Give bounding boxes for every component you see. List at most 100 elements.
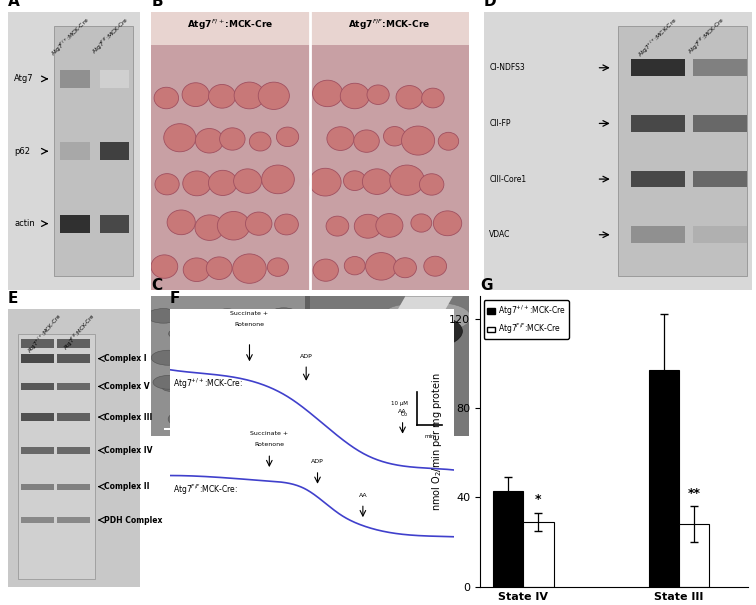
Circle shape — [366, 252, 397, 280]
Legend: Atg7$^{+/+}$:MCK-Cre, Atg7$^{F/F}$:MCK-Cre: Atg7$^{+/+}$:MCK-Cre, Atg7$^{F/F}$:MCK-C… — [484, 300, 569, 339]
Bar — [18, 333, 95, 578]
Text: B: B — [151, 0, 163, 9]
Circle shape — [147, 309, 180, 323]
Circle shape — [178, 374, 196, 382]
Circle shape — [264, 401, 302, 417]
Text: D: D — [484, 0, 497, 9]
Circle shape — [225, 404, 248, 414]
Circle shape — [324, 408, 364, 425]
Bar — [493, 491, 523, 587]
Text: Rotenone: Rotenone — [254, 442, 284, 447]
Text: ADP: ADP — [311, 459, 324, 465]
Text: actin: actin — [14, 219, 35, 228]
Bar — [631, 226, 685, 243]
Bar — [57, 517, 89, 523]
Circle shape — [401, 126, 435, 155]
Text: Complex V: Complex V — [104, 382, 150, 391]
Circle shape — [195, 215, 224, 240]
Text: Atg7: Atg7 — [14, 74, 34, 83]
Circle shape — [362, 169, 392, 194]
Circle shape — [380, 313, 463, 349]
Text: CI-NDFS3: CI-NDFS3 — [489, 64, 525, 72]
Circle shape — [322, 354, 360, 370]
Circle shape — [184, 351, 204, 359]
Circle shape — [198, 368, 233, 383]
Circle shape — [326, 216, 349, 236]
Text: Atg7$^{F/+}$:MCK-Cre: Atg7$^{F/+}$:MCK-Cre — [187, 18, 274, 32]
Text: E: E — [8, 290, 18, 306]
Circle shape — [217, 212, 250, 240]
Circle shape — [155, 174, 179, 195]
Bar — [310, 45, 469, 290]
Circle shape — [195, 128, 223, 153]
Circle shape — [339, 374, 394, 398]
Text: F: F — [170, 290, 181, 306]
Text: Succinate +: Succinate + — [231, 312, 268, 316]
Circle shape — [345, 369, 395, 391]
Circle shape — [169, 327, 197, 340]
Text: Atg7$^{F/+}$:MCK-Cre: Atg7$^{F/+}$:MCK-Cre — [49, 15, 93, 59]
Circle shape — [383, 126, 406, 146]
Bar — [631, 59, 685, 76]
Circle shape — [420, 174, 444, 195]
Bar — [60, 70, 89, 88]
Text: Complex III: Complex III — [104, 413, 153, 422]
Circle shape — [274, 214, 299, 235]
Text: Atg7$^{F/F}$:MCK-Cre:: Atg7$^{F/F}$:MCK-Cre: — [173, 482, 238, 497]
Text: PDH Complex: PDH Complex — [104, 515, 163, 525]
Circle shape — [249, 332, 271, 342]
Text: *: * — [535, 494, 542, 506]
Circle shape — [411, 214, 432, 232]
Text: ADP: ADP — [300, 354, 312, 359]
Bar — [100, 70, 129, 88]
Circle shape — [271, 308, 297, 319]
Circle shape — [201, 420, 229, 433]
Bar — [57, 355, 89, 363]
Circle shape — [424, 257, 447, 276]
Bar — [323, 428, 342, 430]
Bar — [57, 483, 89, 489]
Circle shape — [183, 171, 211, 196]
Circle shape — [164, 123, 196, 152]
Text: C: C — [151, 278, 163, 293]
Text: Complex IV: Complex IV — [104, 446, 153, 455]
Circle shape — [422, 88, 445, 108]
Bar — [20, 447, 54, 454]
Text: Rotenone: Rotenone — [234, 322, 265, 327]
Circle shape — [151, 255, 178, 278]
Circle shape — [259, 82, 290, 110]
Circle shape — [153, 375, 184, 389]
Circle shape — [355, 407, 395, 424]
Bar — [693, 59, 747, 76]
Circle shape — [278, 325, 308, 338]
Circle shape — [263, 381, 288, 391]
Circle shape — [246, 212, 272, 235]
Circle shape — [233, 254, 266, 283]
Bar — [693, 226, 747, 243]
Circle shape — [234, 82, 265, 109]
Circle shape — [394, 258, 417, 278]
Bar — [20, 355, 54, 363]
Circle shape — [355, 214, 382, 238]
Text: Atg7$^{+/+}$:MCK-Cre:: Atg7$^{+/+}$:MCK-Cre: — [173, 376, 243, 391]
Circle shape — [249, 377, 273, 388]
Circle shape — [433, 211, 462, 236]
Bar — [54, 26, 133, 276]
Bar — [523, 522, 553, 587]
Polygon shape — [326, 296, 453, 436]
Bar — [631, 115, 685, 132]
Text: AA: AA — [358, 493, 367, 498]
Text: Complex II: Complex II — [104, 482, 150, 491]
Circle shape — [268, 258, 289, 276]
Text: O$_2$: O$_2$ — [400, 410, 408, 419]
Circle shape — [187, 406, 218, 419]
Text: A: A — [8, 0, 20, 9]
Circle shape — [262, 165, 294, 194]
Bar — [679, 525, 709, 587]
Text: 500 nm: 500 nm — [170, 422, 191, 427]
Bar — [57, 413, 89, 420]
Circle shape — [327, 127, 354, 151]
Circle shape — [373, 391, 429, 416]
Text: AA: AA — [398, 410, 407, 414]
Circle shape — [342, 319, 412, 350]
